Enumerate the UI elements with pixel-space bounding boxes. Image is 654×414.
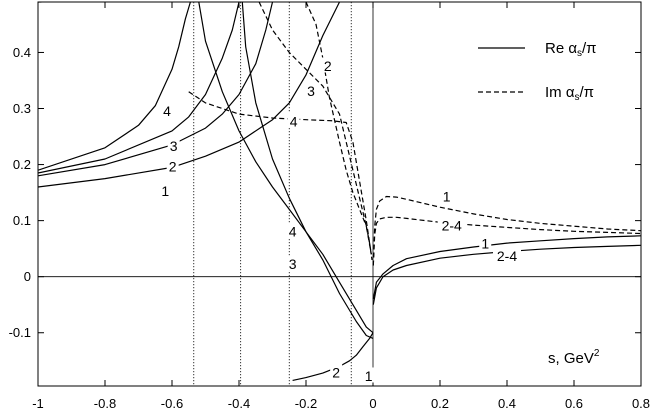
- y-tick-label: 0: [24, 269, 31, 284]
- curve-label-background: [362, 367, 375, 383]
- curve-label: 1: [365, 368, 373, 384]
- x-axis-label-superscript: 2: [594, 348, 600, 359]
- legend-label-main: Re α: [545, 40, 577, 57]
- legend-label-tail: /π: [580, 84, 595, 101]
- curve-label-background: [437, 217, 466, 233]
- y-tick-label: 0.4: [13, 45, 31, 60]
- curve-label: 1: [443, 189, 451, 205]
- y-tick-label: -0.1: [9, 325, 31, 340]
- legend-label-subscript: s: [575, 92, 580, 103]
- legend-label-subscript: s: [577, 48, 582, 59]
- series-group: [38, 2, 641, 381]
- curve-label: 1: [161, 183, 169, 199]
- curve-label: 2-4: [497, 248, 517, 264]
- x-tick-label: -0.6: [161, 396, 183, 411]
- legend-label: Re αs/π: [545, 40, 597, 59]
- curve-label: 4: [289, 223, 297, 239]
- ticks-group: -1 -0.8 -0.6 -0.4 -0.2 0 0.2 0.4 0.6 0.8 -0.1 0 0.1 0…: [9, 2, 650, 411]
- x-axis-label-text: s, GeV: [548, 350, 594, 367]
- curve-label-background: [305, 82, 318, 98]
- curve-label-background: [321, 57, 334, 73]
- y-tick-label: 0.3: [13, 101, 31, 116]
- curve-label: 2: [332, 365, 340, 381]
- plot-frame-group: [37, 1, 642, 387]
- x-tick-label: 0: [369, 396, 376, 411]
- x-tick-label: 0.8: [632, 396, 650, 411]
- plot-frame: [37, 1, 642, 387]
- x-axis-label-group: s, GeV2: [548, 348, 600, 367]
- curve-label: 3: [307, 83, 315, 99]
- series-line-solid-2-4-8: [372, 244, 641, 305]
- y-tick-label: 0.1: [13, 213, 31, 228]
- curve-label-background: [479, 235, 492, 251]
- series-line-solid-4-5: [198, 2, 374, 334]
- series-line-solid-1-7: [372, 235, 641, 300]
- reference-lines-group: [38, 2, 641, 386]
- curve-label-background: [286, 222, 299, 238]
- curve-label: 2: [169, 158, 177, 174]
- x-tick-label: -0.8: [94, 396, 116, 411]
- curve-label: 4: [290, 113, 298, 129]
- legend-label: Im αs/π: [545, 84, 594, 103]
- legend: Re αs/πIm αs/π: [478, 40, 597, 103]
- curve-label: 2-4: [442, 218, 462, 234]
- curve-label: 2: [324, 58, 332, 74]
- curve-label-background: [167, 137, 180, 153]
- curve-label: 4: [163, 103, 171, 119]
- legend-label-tail: /π: [582, 40, 597, 57]
- curve-label-background: [159, 182, 172, 198]
- x-axis-label: s, GeV2: [548, 348, 600, 367]
- x-tick-label: -0.4: [228, 396, 250, 411]
- curve-label: 3: [289, 256, 297, 272]
- series-line-dashed-1-13: [372, 195, 641, 266]
- curve-label-background: [493, 247, 521, 263]
- curve-label-background: [166, 157, 179, 173]
- series-line-solid-2-1: [38, 2, 274, 177]
- legend-label-main: Im α: [545, 84, 575, 101]
- y-tick-label: 0.2: [13, 157, 31, 172]
- series-line-solid-2-6: [292, 332, 374, 381]
- curve-label: 1: [481, 236, 489, 252]
- series-line-dashed-4-12: [188, 91, 372, 255]
- x-tick-label: 0.2: [431, 396, 449, 411]
- curve-label-background: [286, 255, 299, 271]
- curve-label-background: [160, 102, 173, 118]
- series-line-solid-4-3: [38, 2, 191, 171]
- series-line-dashed-2-10: [305, 2, 373, 260]
- x-tick-label: -1: [32, 396, 44, 411]
- x-tick-label: 0.6: [565, 396, 583, 411]
- curve-label-background: [330, 364, 343, 380]
- curve-label-background: [440, 188, 453, 204]
- curve-label-background: [287, 112, 300, 128]
- x-tick-label: -0.2: [295, 396, 317, 411]
- series-line-dashed-3-11: [258, 2, 372, 255]
- series-line-dashed-2-4-14: [372, 216, 641, 266]
- series-line-solid-3-2: [38, 2, 240, 174]
- x-tick-label: 0.4: [498, 396, 516, 411]
- curve-label: 3: [170, 138, 178, 154]
